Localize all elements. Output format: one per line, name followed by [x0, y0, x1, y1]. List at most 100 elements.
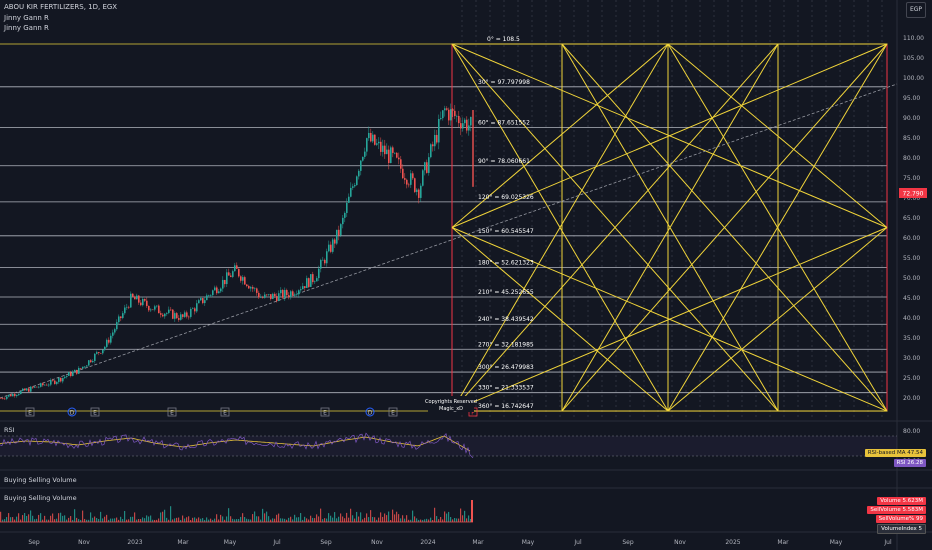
event-marker-4[interactable]: E	[220, 407, 230, 417]
candle-body	[376, 143, 378, 145]
candle-body	[258, 292, 260, 298]
event-marker-6[interactable]: D	[365, 407, 375, 417]
event-marker-1[interactable]: D	[67, 407, 77, 417]
candle-body	[52, 380, 54, 381]
volume-badge-label: Volume	[880, 498, 901, 504]
candle-body	[430, 144, 432, 158]
candle-body	[276, 296, 278, 302]
volume-bar	[308, 519, 310, 522]
volume-bar	[438, 519, 440, 522]
volume-bar	[266, 511, 268, 522]
event-marker-0[interactable]: E	[25, 407, 35, 417]
volume-bar	[262, 508, 264, 522]
volume-bar	[254, 511, 256, 522]
copyright-box	[428, 396, 474, 412]
currency-button[interactable]: EGP	[906, 2, 926, 18]
gann-level-label-8: 240° = 38.439542	[478, 316, 534, 323]
candle-body	[120, 316, 122, 318]
gann-diagonal-7	[667, 43, 888, 412]
candle-body	[180, 314, 182, 320]
candle-body	[42, 383, 44, 386]
volume-bar	[344, 518, 346, 522]
candle-body	[132, 293, 134, 297]
candle-body	[96, 352, 98, 354]
volume-bar	[90, 512, 92, 522]
event-marker-7[interactable]: E	[388, 407, 398, 417]
candle-body	[28, 388, 30, 392]
candle-body	[62, 377, 64, 382]
volume-bar	[68, 517, 70, 522]
volume-bar	[286, 519, 288, 522]
candle-body	[204, 300, 206, 304]
indicator-label-1[interactable]: Jinny Gann R	[4, 14, 49, 22]
candle-body	[136, 295, 138, 300]
price-tick-6: 80.00	[903, 155, 920, 162]
event-marker-3[interactable]: E	[167, 407, 177, 417]
event-marker-2[interactable]: E	[90, 407, 100, 417]
gann-level-label-4: 120° = 69.025326	[478, 194, 534, 201]
candle-body	[400, 159, 402, 169]
indicator-label-2[interactable]: Jinny Gann R	[4, 24, 49, 32]
time-tick-5: Jul	[272, 539, 281, 546]
volume-bar	[92, 517, 94, 522]
price-tick-17: 25.00	[903, 375, 920, 382]
volume-bar	[124, 510, 126, 522]
volume-bar	[56, 518, 58, 522]
symbol-title[interactable]: ABOU KIR FERTILIZERS, 1D, EGX	[4, 3, 118, 11]
volume-bar	[294, 514, 296, 522]
volume-bar	[412, 510, 414, 522]
volume-index-label: VolumeIndex	[881, 526, 917, 532]
volume-bar	[444, 511, 446, 522]
volume-bar	[234, 519, 236, 522]
candle-body	[40, 383, 42, 387]
candle-body	[36, 386, 38, 388]
candle-body	[92, 360, 94, 363]
volume-bar	[138, 519, 140, 522]
time-tick-0: Sep	[28, 539, 40, 546]
candle-body	[102, 349, 104, 354]
event-marker-5[interactable]: E	[320, 407, 330, 417]
volume-bar	[418, 519, 420, 522]
volume-bar	[70, 516, 72, 522]
candle-body	[416, 189, 418, 192]
volume-bar	[66, 519, 68, 522]
volume-pane-title-1[interactable]: Buying Selling Volume	[4, 476, 77, 484]
volume-bar	[148, 516, 150, 522]
candle-body	[236, 265, 238, 269]
gann-diagonal-0	[451, 43, 669, 228]
volume-bar	[340, 513, 342, 522]
volume-pane-title-2[interactable]: Buying Selling Volume	[4, 494, 77, 502]
rsi-title[interactable]: RSI	[4, 426, 15, 434]
volume-bar	[318, 516, 320, 522]
candle-body	[256, 288, 258, 293]
volume-bar	[78, 519, 80, 522]
volume-bar	[50, 515, 52, 522]
volume-bar	[434, 507, 436, 522]
candle-body	[58, 377, 60, 382]
candle-body	[466, 119, 468, 131]
candle-body	[434, 134, 436, 147]
volume-bar	[14, 519, 16, 522]
volume-bar	[458, 518, 460, 522]
candle-body	[200, 298, 202, 301]
candle-body	[442, 110, 444, 119]
candle-body	[198, 300, 200, 304]
volume-bar	[258, 516, 260, 522]
candle-body	[168, 309, 170, 313]
volume-bar	[132, 516, 134, 522]
rsi-ma-badge: RSI-based MA 47.54	[864, 449, 926, 457]
volume-bar	[64, 515, 66, 522]
volume-bar	[4, 519, 6, 522]
candle-body	[8, 394, 10, 397]
volume-bar	[462, 515, 464, 522]
gann-diagonal-15	[561, 43, 888, 412]
candle-body	[84, 366, 86, 368]
candle-body	[156, 305, 158, 307]
sell-volume-badge-value: 5.583M	[902, 507, 924, 513]
volume-bar	[384, 513, 386, 522]
volume-bar	[336, 518, 338, 522]
time-tick-7: Nov	[371, 539, 383, 546]
gann-diagonal-10	[451, 43, 888, 228]
